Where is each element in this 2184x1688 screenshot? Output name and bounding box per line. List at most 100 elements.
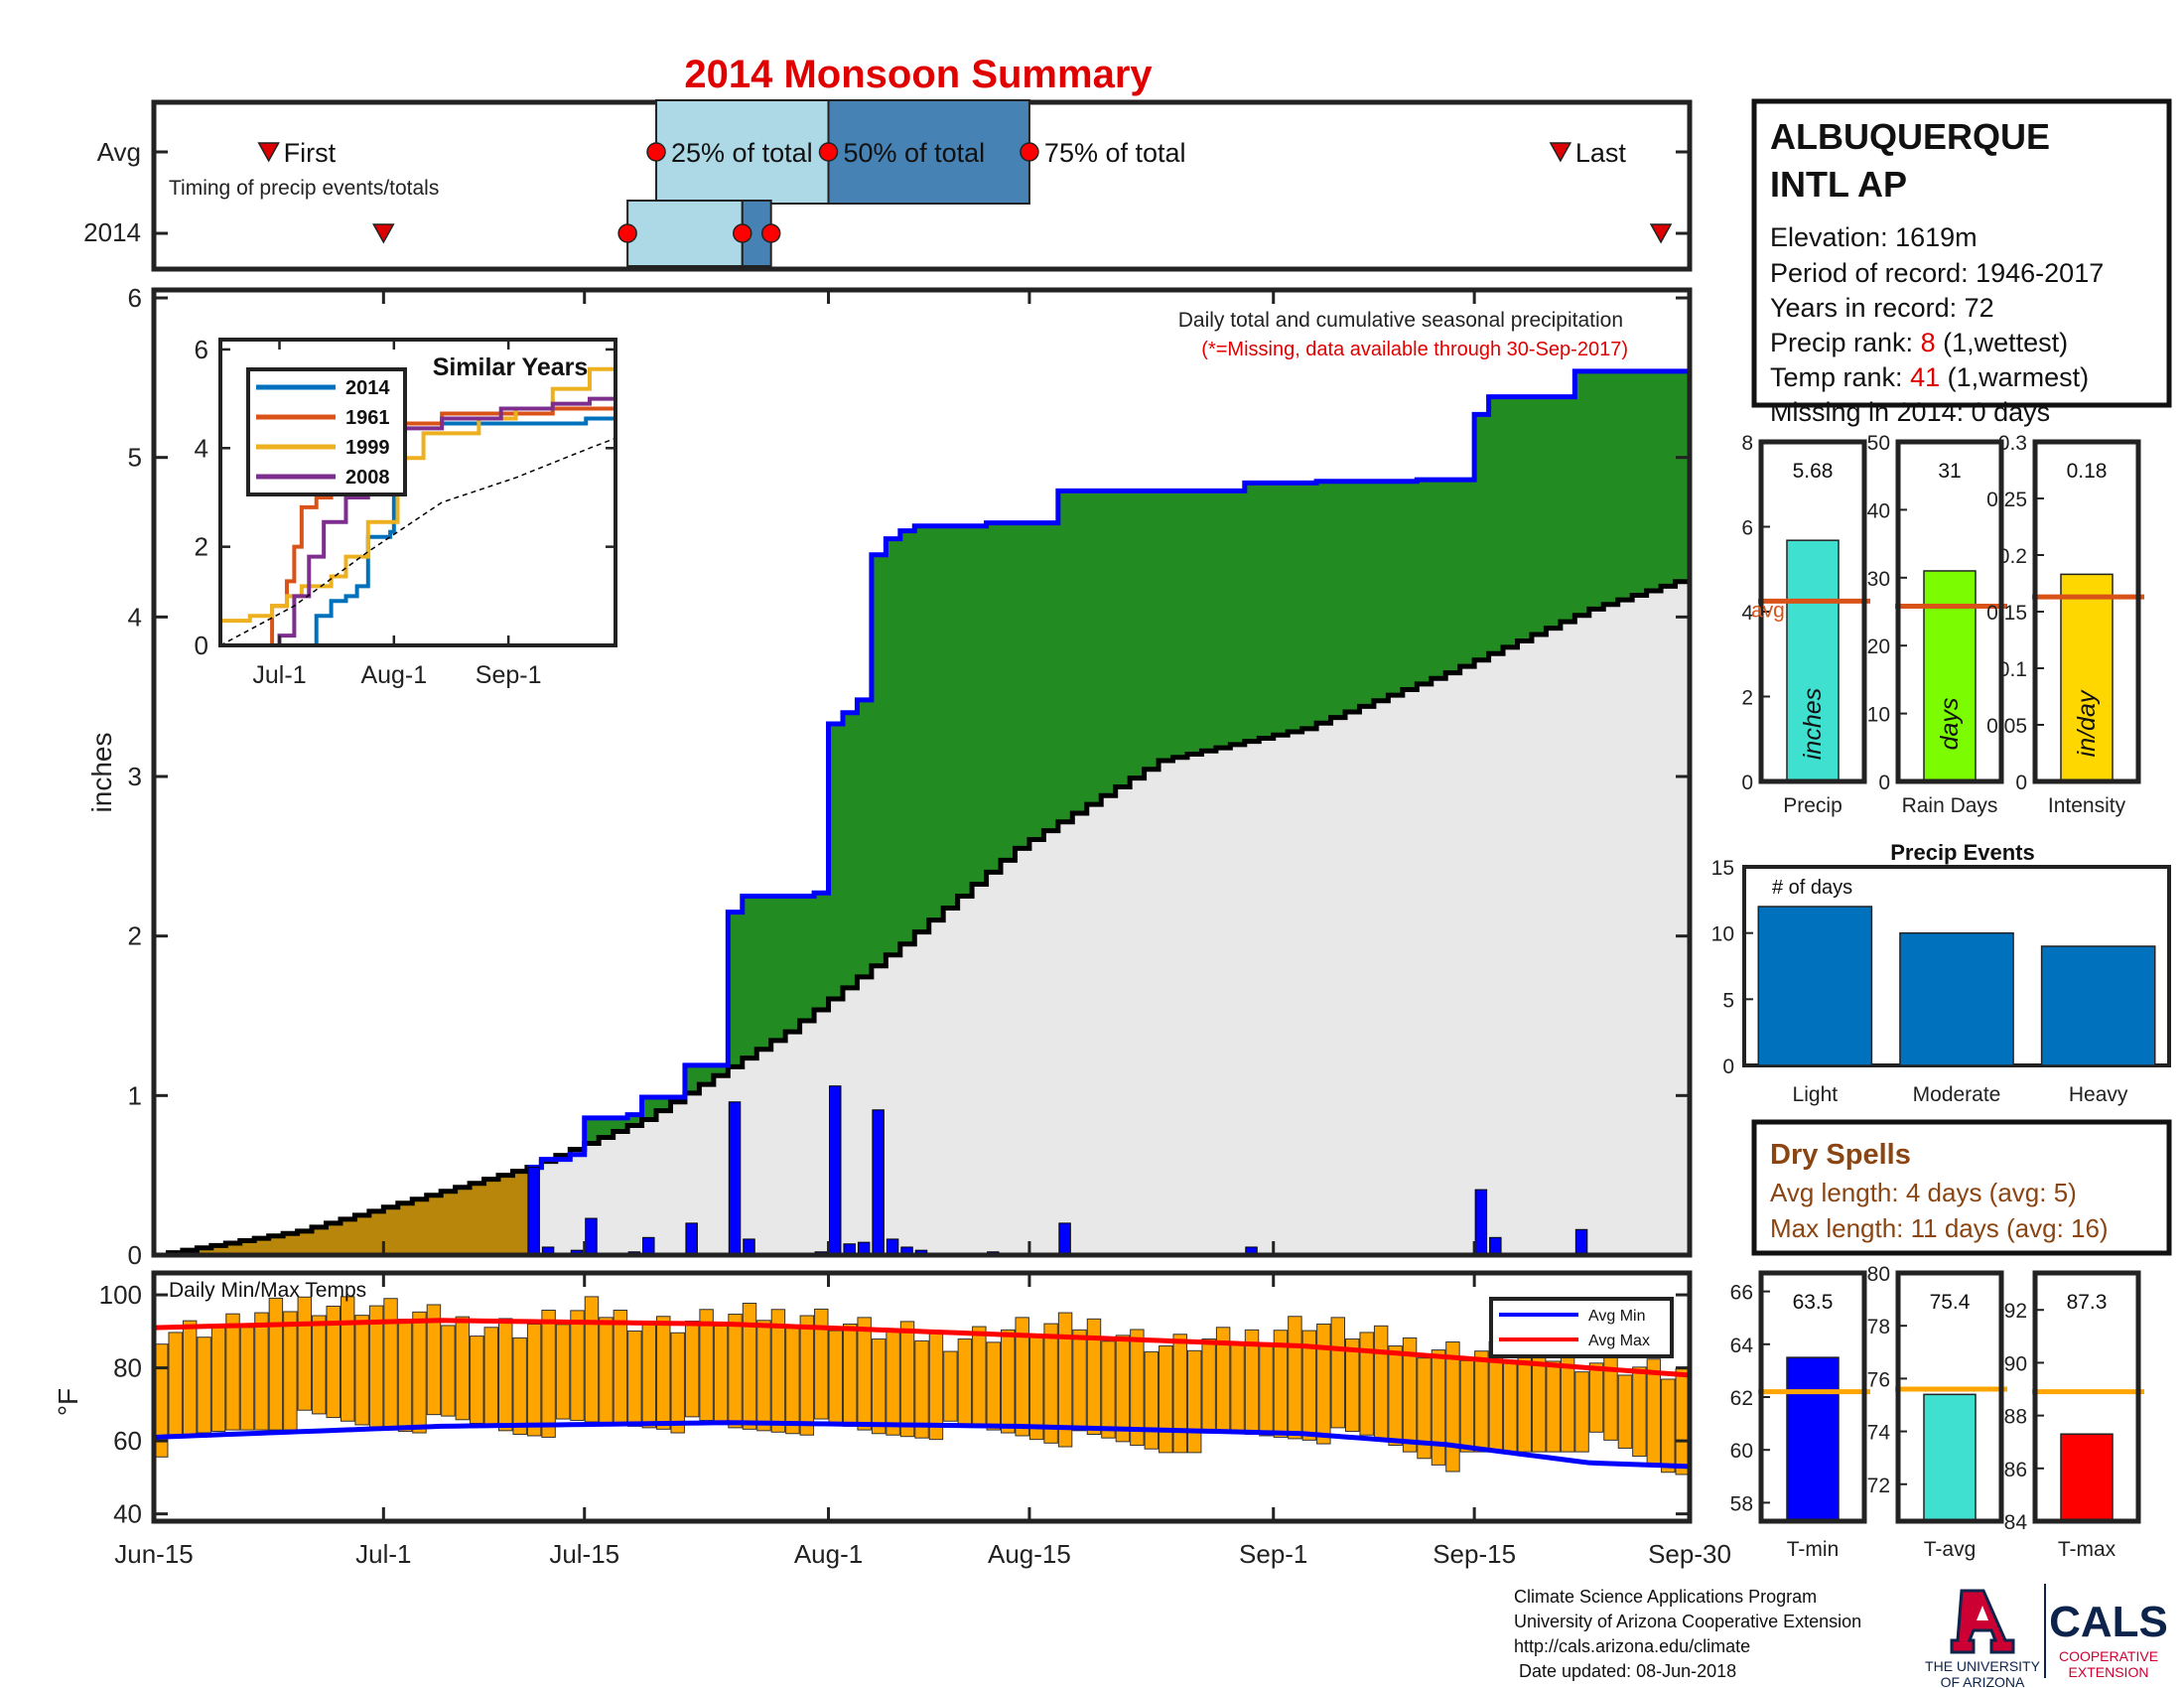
daily-temp-bar <box>756 1320 771 1432</box>
s-1-panel: 0 10 20 30 40 50 31 Rain Days days <box>1867 432 2007 817</box>
station-name-2: INTL AP <box>1770 164 1907 205</box>
events-ytick-label: 5 <box>1722 989 1734 1012</box>
precip-events-title: Precip Events <box>1890 840 2035 865</box>
daily-temp-bar <box>441 1325 456 1417</box>
t-0-ytick-label: 62 <box>1730 1387 1753 1410</box>
t-2-ytick-label: 88 <box>2004 1406 2027 1429</box>
footer: Climate Science Applications Program Uni… <box>1514 1584 2168 1688</box>
daily-temp-bar <box>397 1319 413 1433</box>
daily-temp-bar <box>354 1315 369 1426</box>
daily-temp-bar <box>268 1297 284 1431</box>
s-2-ytick-label: 0.15 <box>1986 602 2027 625</box>
daily-precip-bar <box>642 1236 655 1256</box>
ua-a-icon <box>1950 1589 2015 1654</box>
daily-temp-bar <box>1632 1366 1647 1458</box>
daily-temp-bar <box>1617 1374 1633 1449</box>
t-0-ytick-label: 60 <box>1730 1440 1753 1463</box>
last-label: Last <box>1575 138 1627 168</box>
date-tick-label: Jul-1 <box>355 1539 411 1569</box>
daily-temp-bar <box>599 1317 614 1424</box>
date-tick-label: Sep-30 <box>1648 1539 1731 1569</box>
daily-temp-bar <box>426 1304 442 1416</box>
t-1-frame <box>1895 1270 2004 1524</box>
daily-temp-bar <box>254 1312 269 1431</box>
daily-temp-bar <box>799 1315 815 1436</box>
daily-temp-bar <box>1130 1329 1145 1447</box>
surplus-area <box>541 370 1691 1162</box>
daily-temp-bar <box>656 1316 671 1430</box>
daily-temp-bar <box>326 1305 341 1419</box>
avg-cumulative-line <box>154 577 1693 1258</box>
avg-first-last-marker <box>257 142 280 163</box>
avg-q1-box <box>655 99 830 205</box>
t-2-value: 87.3 <box>2067 1291 2108 1314</box>
temps-title: Daily Min/Max Temps <box>169 1279 366 1302</box>
daily-precip-bar <box>1489 1236 1502 1256</box>
t-0-ytick-label: 64 <box>1730 1335 1754 1357</box>
timing-row-2014: 2014 <box>83 217 141 247</box>
inset-xtick-label: Aug-1 <box>360 661 427 689</box>
cals-logo: CALS COOPERATIVE EXTENSION <box>2049 1598 2168 1680</box>
deficit-area <box>168 1149 586 1255</box>
s-0-avg-label: avg <box>1751 599 1785 622</box>
daily-temp-bar <box>283 1311 298 1431</box>
s-2-value: 0.18 <box>2067 460 2108 483</box>
s-0-ytick-label: 6 <box>1741 517 1753 540</box>
daily-temp-bar <box>785 1326 800 1435</box>
daily-temp-bar <box>584 1296 600 1423</box>
s-2-ytick-label: 0.05 <box>1986 715 2027 738</box>
daily-temp-bar <box>1316 1323 1331 1445</box>
temp-rank-value: 41 <box>1910 362 1940 392</box>
avg-pct-marker <box>1020 142 1039 162</box>
avg-pct-marker <box>818 142 839 162</box>
inset-legend: 2014 1961 1999 2008 <box>256 377 390 489</box>
cals-text: CALS <box>2049 1598 2168 1646</box>
inset-ytick-label: 2 <box>195 532 208 562</box>
inset-legend-label: 1999 <box>345 437 390 459</box>
daily-temp-bar <box>297 1296 313 1411</box>
temps-frame <box>151 1270 1693 1524</box>
y2014-pct-marker <box>760 223 781 243</box>
t-0-bar <box>1786 1356 1840 1522</box>
t-1-ytick-label: 74 <box>1867 1422 1891 1445</box>
footer-line-2: University of Arizona Cooperative Extens… <box>1514 1612 1861 1631</box>
temps-panel: 40 60 80 100 Daily Min/Max Temps °F Avg Min… <box>53 1270 1693 1529</box>
s-1-ytick-label: 20 <box>1867 635 1890 658</box>
daily-precip-bar <box>527 1167 540 1256</box>
daily-temp-bar <box>886 1330 900 1436</box>
daily-temp-bar <box>1288 1316 1302 1440</box>
university-of-arizona-logo: THE UNIVERSITY OF ARIZONA <box>1925 1589 2041 1688</box>
missing-note: (*=Missing, data available through 30-Se… <box>1201 339 1628 360</box>
date-tick-label: Jun-15 <box>114 1539 194 1569</box>
dry-spells-title: Dry Spells <box>1770 1139 1911 1171</box>
timing-marks: First Last 25% of total 50% of total 75% of … <box>154 99 1690 267</box>
daily-temp-bar <box>1230 1342 1245 1434</box>
precip-events-panel: Precip Events Light Moderate Heavy 0 5 10 15 #… <box>1711 840 2171 1106</box>
t-2-panel: 84 86 88 90 92 87.3 T-max <box>2004 1270 2144 1561</box>
daily-temp-bar <box>770 1309 786 1433</box>
date-tick-label: Sep-15 <box>1433 1539 1516 1569</box>
daily-temp-bar <box>742 1303 757 1430</box>
daily-temp-bar <box>1431 1349 1446 1466</box>
p75-label: 75% of total <box>1044 138 1186 168</box>
temps-axes: 40 60 80 100 <box>99 1280 1690 1529</box>
cals-sub-2: EXTENSION <box>2069 1664 2149 1680</box>
date-tick-label: Aug-1 <box>794 1539 863 1569</box>
s-0-label: Precip <box>1783 794 1843 817</box>
s-1-frame <box>1895 439 2004 784</box>
daily-temp-bar <box>986 1341 1002 1431</box>
inset-legend-box <box>246 367 407 496</box>
daily-temp-bar <box>1301 1330 1317 1441</box>
date-tick-label: Sep-1 <box>1239 1539 1307 1569</box>
s-0-ytick-label: 0 <box>1741 772 1753 794</box>
inset-legend-label: 1961 <box>345 407 390 429</box>
events-ytick-label: 10 <box>1711 923 1734 946</box>
daily-temp-bar <box>1330 1317 1346 1429</box>
s-1-ytick-label: 30 <box>1867 568 1890 591</box>
avg-cumulative-area <box>154 577 1690 1255</box>
t-1-ytick-label: 72 <box>1867 1475 1890 1497</box>
daily-temp-bar <box>1001 1329 1016 1434</box>
daily-temp-bar <box>526 1323 542 1437</box>
daily-precip-bar <box>1058 1222 1071 1256</box>
daily-temp-bar <box>871 1338 887 1435</box>
